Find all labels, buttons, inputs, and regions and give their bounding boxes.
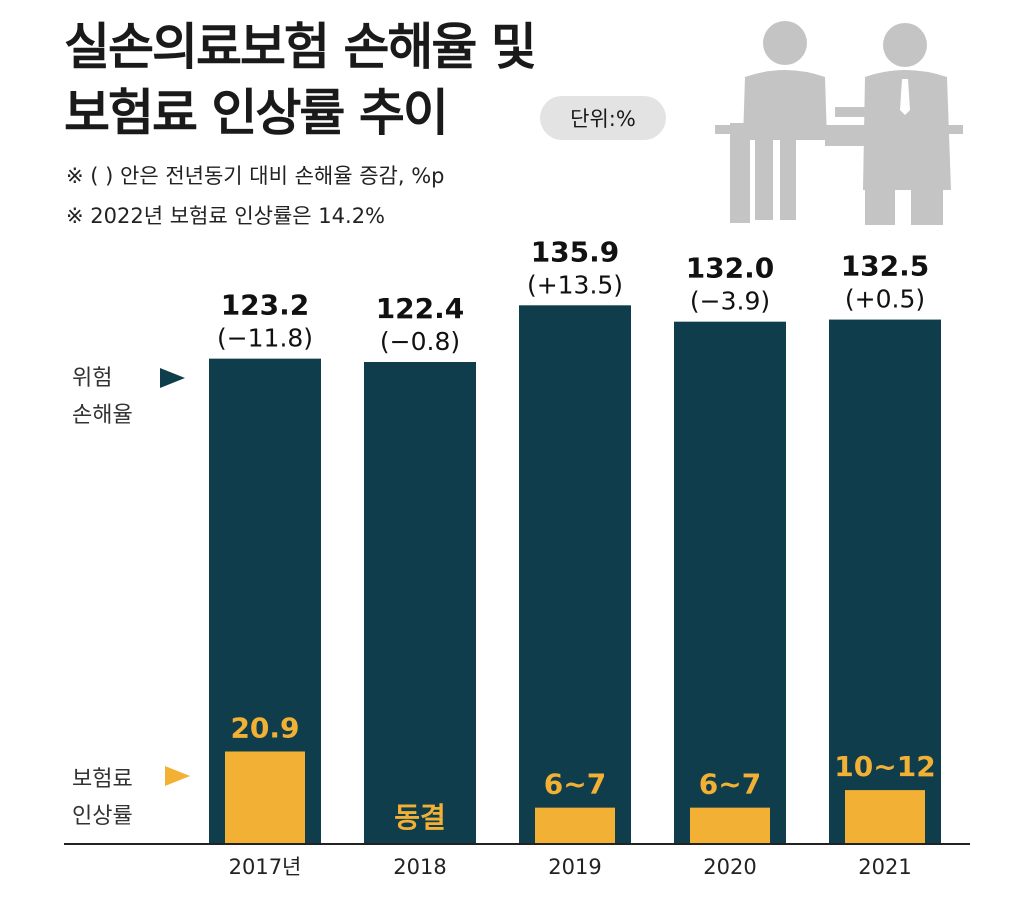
x-tick-label-0: 2017년 (229, 855, 302, 879)
legend-rate-label-line2: 인상률 (72, 804, 133, 829)
legend-rate-label-line1: 보험료 (72, 767, 133, 792)
loss-ratio-change-label-3: (−3.9) (690, 287, 770, 316)
loss-ratio-bar-1 (364, 362, 476, 843)
chart-title-line1: 실손의료보험 손해율 및 (64, 18, 537, 76)
footnote-loss-change: ※ ( ) 안은 전년동기 대비 손해율 증감, %p (66, 164, 445, 188)
loss-ratio-change-label-4: (+0.5) (845, 285, 925, 314)
loss-ratio-bar-4 (829, 319, 941, 844)
loss-ratio-value-label-1: 122.4 (376, 292, 465, 325)
premium-rate-label-1: 동결 (394, 801, 446, 834)
loss-ratio-change-label-2: (+13.5) (527, 270, 623, 299)
legend-loss-label-line1: 위험 (72, 366, 112, 391)
footnote-2022-rate: ※ 2022년 보험료 인상률은 14.2% (66, 204, 386, 228)
loss-ratio-value-label-3: 132.0 (686, 252, 775, 285)
loss-ratio-bar-2 (519, 305, 631, 843)
premium-rate-label-2: 6~7 (544, 768, 606, 801)
premium-rate-bar-4 (845, 790, 925, 843)
legend-rate-triangle-icon (165, 766, 190, 786)
legend-loss-triangle-icon (160, 368, 185, 388)
legend-loss-label-line2: 손해율 (72, 403, 133, 428)
unit-badge: 단위:% (540, 96, 666, 140)
premium-rate-label-0: 20.9 (230, 711, 299, 744)
loss-ratio-value-label-4: 132.5 (841, 250, 930, 283)
loss-ratio-value-label-2: 135.9 (531, 235, 620, 268)
x-tick-label-2: 2019 (548, 855, 601, 879)
x-tick-label-4: 2021 (858, 855, 911, 879)
loss-ratio-change-label-1: (−0.8) (380, 327, 460, 356)
x-tick-label-3: 2020 (703, 855, 756, 879)
premium-rate-bar-0 (225, 751, 305, 843)
loss-ratio-value-label-0: 123.2 (221, 289, 310, 322)
premium-rate-bar-3 (690, 807, 770, 843)
bars-group: 123.2(−11.8) 20.9 2017년 122.4(−0.8) 동결 2018 13… (209, 235, 941, 879)
chart-title-line2: 보험료 인상률 추이 (64, 84, 449, 142)
premium-rate-bar-2 (535, 807, 615, 843)
premium-rate-label-4: 10~12 (834, 750, 935, 783)
premium-rate-label-3: 6~7 (699, 768, 761, 801)
loss-ratio-bar-3 (674, 321, 786, 843)
office-meeting-icon (715, 21, 963, 225)
x-tick-label-1: 2018 (393, 855, 446, 879)
loss-ratio-change-label-0: (−11.8) (217, 324, 313, 353)
